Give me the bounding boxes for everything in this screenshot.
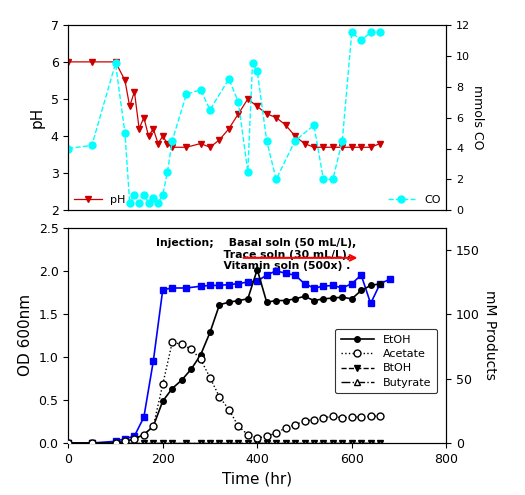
Legend: CO: CO bbox=[387, 195, 440, 205]
Y-axis label: mmols CO: mmols CO bbox=[471, 85, 484, 150]
X-axis label: Time (hr): Time (hr) bbox=[222, 471, 292, 486]
Legend: EtOH, Acetate, BtOH, Butyrate: EtOH, Acetate, BtOH, Butyrate bbox=[335, 329, 437, 394]
Y-axis label: pH: pH bbox=[30, 107, 45, 128]
Text: Injection;    Basal soln (50 mL/L),
                  Trace soln (30 mL/L),
    : Injection; Basal soln (50 mL/L), Trace s… bbox=[156, 238, 356, 271]
Y-axis label: mM Products: mM Products bbox=[482, 291, 497, 380]
Y-axis label: OD 600nm: OD 600nm bbox=[18, 295, 33, 376]
Legend: pH: pH bbox=[74, 195, 126, 205]
